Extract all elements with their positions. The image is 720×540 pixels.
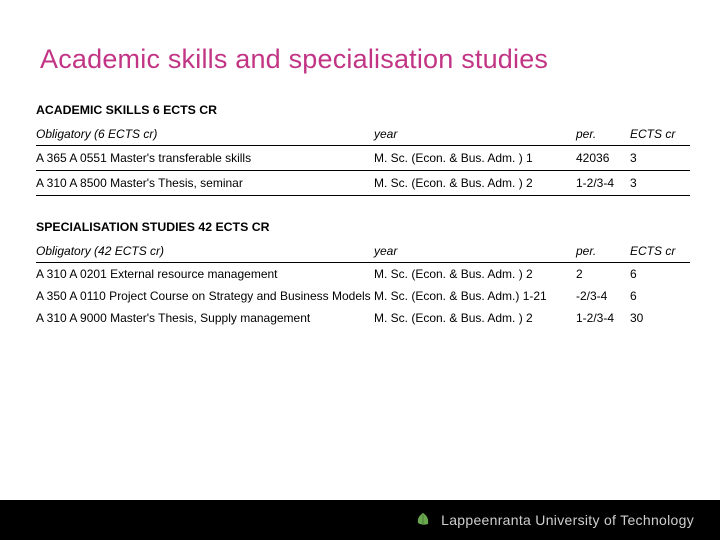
cell-ects: 6 [630, 285, 690, 307]
footer: Lappeenranta University of Technology [0, 500, 720, 540]
cell-year: M. Sc. (Econ. & Bus. Adm.) 1-21 [374, 285, 576, 307]
cell-ects: 30 [630, 307, 690, 329]
cell-course: A 350 A 0110 Project Course on Strategy … [36, 285, 374, 307]
col-header-ects: ECTS cr [630, 240, 690, 263]
col-header-year: year [374, 240, 576, 263]
university-name: Lappeenranta University of Technology [441, 512, 694, 528]
section-header-specialisation: SPECIALISATION STUDIES 42 ECTS CR [36, 220, 690, 234]
section-header-academic-skills: ACADEMIC SKILLS 6 ECTS CR [36, 103, 690, 117]
cell-ects: 3 [630, 146, 690, 171]
spacer [36, 196, 690, 214]
col-header-ects: ECTS cr [630, 123, 690, 146]
table-row: A 310 A 8500 Master's Thesis, seminar M.… [36, 171, 690, 196]
cell-year: M. Sc. (Econ. & Bus. Adm. ) 2 [374, 307, 576, 329]
cell-year: M. Sc. (Econ. & Bus. Adm. ) 2 [374, 263, 576, 286]
cell-ects: 6 [630, 263, 690, 286]
cell-course: A 310 A 9000 Master's Thesis, Supply man… [36, 307, 374, 329]
cell-per: 1-2/3-4 [576, 307, 630, 329]
table-row: A 310 A 0201 External resource managemen… [36, 263, 690, 286]
table-header-row: Obligatory (42 ECTS cr) year per. ECTS c… [36, 240, 690, 263]
cell-course: A 310 A 8500 Master's Thesis, seminar [36, 171, 374, 196]
col-header-year: year [374, 123, 576, 146]
table-row: A 310 A 9000 Master's Thesis, Supply man… [36, 307, 690, 329]
table-header-row: Obligatory (6 ECTS cr) year per. ECTS cr [36, 123, 690, 146]
table-specialisation: Obligatory (42 ECTS cr) year per. ECTS c… [36, 240, 690, 329]
page-title: Academic skills and specialisation studi… [40, 44, 690, 75]
leaf-icon [415, 512, 431, 528]
cell-per: 2 [576, 263, 630, 286]
col-header-per: per. [576, 240, 630, 263]
table-row: A 350 A 0110 Project Course on Strategy … [36, 285, 690, 307]
col-header-course: Obligatory (6 ECTS cr) [36, 123, 374, 146]
cell-course: A 365 A 0551 Master's transferable skill… [36, 146, 374, 171]
page: Academic skills and specialisation studi… [0, 0, 720, 329]
cell-ects: 3 [630, 171, 690, 196]
cell-per: 42036 [576, 146, 630, 171]
table-academic-skills: Obligatory (6 ECTS cr) year per. ECTS cr… [36, 123, 690, 196]
table-row: A 365 A 0551 Master's transferable skill… [36, 146, 690, 171]
col-header-per: per. [576, 123, 630, 146]
cell-year: M. Sc. (Econ. & Bus. Adm. ) 1 [374, 146, 576, 171]
university-logo: Lappeenranta University of Technology [415, 512, 694, 528]
col-header-course: Obligatory (42 ECTS cr) [36, 240, 374, 263]
cell-per: 1-2/3-4 [576, 171, 630, 196]
cell-per: -2/3-4 [576, 285, 630, 307]
cell-course: A 310 A 0201 External resource managemen… [36, 263, 374, 286]
cell-year: M. Sc. (Econ. & Bus. Adm. ) 2 [374, 171, 576, 196]
